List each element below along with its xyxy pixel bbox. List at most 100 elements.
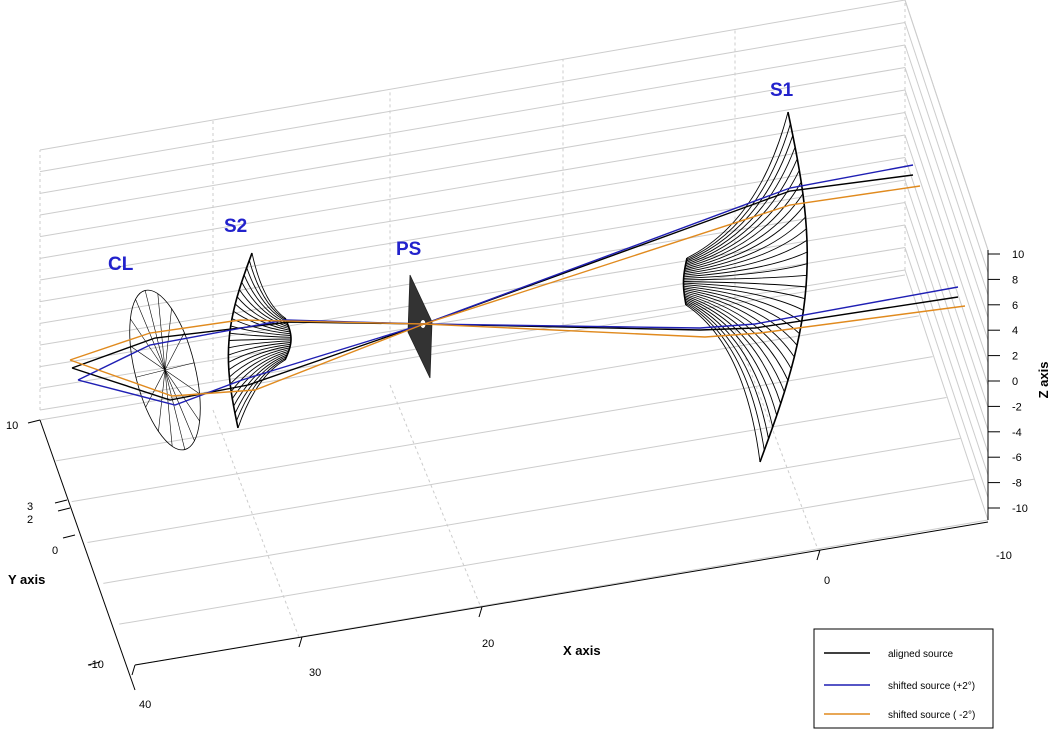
grid-line-side-h (904, 44, 989, 296)
grid-line-side-h (904, 134, 989, 386)
s1-rib (683, 292, 792, 369)
legend-label-aligned: aligned source (888, 649, 953, 660)
grid-line-floor-v (212, 409, 301, 641)
legend: aligned source shifted source (+2°) shif… (813, 628, 994, 729)
beam-shifted-minus (69, 319, 425, 397)
beam-paths (69, 164, 966, 406)
legend-label-shifted-plus: shifted source (+2°) (888, 681, 975, 692)
s2-rib (246, 267, 287, 322)
x-tick-label-20: 20 (482, 638, 494, 650)
s1-rib (684, 205, 805, 271)
z-tick-label: -2 (1012, 401, 1022, 413)
z-tick-label: 0 (1012, 376, 1018, 388)
z-tick-label: -8 (1012, 478, 1022, 490)
z-tick-labels: 10 8 6 4 2 0 -2 -4 -6 -8 -10 (1012, 249, 1028, 515)
grid-line-side-h (904, 112, 989, 363)
s1-rib (683, 263, 808, 279)
s2-outer-edge (227, 252, 253, 429)
axes-frame (39, 250, 989, 691)
s1-rib (684, 181, 802, 268)
cl-lens-spoke (144, 290, 166, 371)
x-tick-label-0: 0 (824, 575, 830, 587)
grid-line-back-h (39, 44, 906, 194)
y-tick (57, 507, 71, 512)
s1-rib (686, 135, 794, 262)
legend-box (813, 628, 994, 729)
z-axis-title: Z axis (1036, 362, 1051, 399)
s2-rib (228, 343, 291, 363)
s2-rib (230, 350, 289, 392)
s1-rib (683, 290, 795, 358)
grid-line-back-h (39, 0, 906, 151)
grid-line-back-h (39, 202, 906, 346)
y-tick-label-minus10: -10 (88, 659, 104, 671)
s2-rib (238, 289, 289, 328)
s1-rib (686, 123, 791, 261)
s1-outer-edge (759, 111, 809, 463)
s2-rib (234, 356, 287, 414)
s2-rib (237, 359, 286, 429)
grid-line-floor-h (55, 315, 919, 462)
beam-aligned (423, 174, 959, 331)
grid-line-side-edge (904, 0, 989, 251)
cl-lens-spoke (164, 332, 185, 371)
s1-rib (683, 274, 807, 281)
label-cl: CL (108, 254, 134, 275)
s1-rib (683, 285, 802, 323)
cl-lens-spoke (130, 346, 166, 371)
s1-inner-edge (682, 257, 688, 306)
s1-rib (683, 281, 807, 288)
y-tick-label-3: 3 (27, 501, 33, 513)
s1-rib (685, 301, 769, 439)
s2-rib (236, 296, 290, 329)
s1-rib (684, 298, 778, 416)
grid-line-floor-h (119, 478, 975, 625)
grid-line-floor-h (103, 437, 961, 584)
grid-line-back-h (39, 89, 906, 238)
s1-rib (684, 293, 789, 381)
grid-line-side-h (904, 269, 989, 521)
cl-lens-spoke (164, 369, 195, 441)
tick-marks (27, 253, 1000, 676)
ps-plate (407, 274, 433, 379)
y-tick (54, 499, 68, 504)
s1-rib (683, 287, 800, 335)
s1-rib (683, 284, 804, 311)
grid-line-back-h (39, 247, 906, 389)
y-tick-labels: 10 3 2 0 -10 (6, 420, 104, 671)
corner-tick-label: -10 (996, 550, 1012, 562)
x-axis-line (134, 521, 989, 666)
grid-line-back-h (39, 269, 906, 411)
grid-line-floor-v (389, 384, 483, 611)
grid-line-floor-h (87, 397, 947, 543)
s2-rib (228, 342, 291, 356)
s1-mirror (682, 111, 809, 463)
grid-line-back-h (39, 134, 906, 281)
y-tick (27, 419, 41, 424)
grid-line-side-h (904, 179, 989, 431)
cl-lens-spoke (164, 369, 200, 394)
grid-line-back-h (39, 22, 906, 173)
cl-lens-spoke (130, 318, 166, 371)
y-tick-label-10: 10 (6, 420, 18, 432)
z-tick-label: -6 (1012, 452, 1022, 464)
s2-rib (231, 352, 289, 400)
cl-lens-spoke (164, 362, 195, 371)
s1-rib (684, 295, 785, 393)
s2-rib (229, 349, 290, 385)
label-s2: S2 (224, 216, 247, 237)
x-tick (298, 636, 303, 648)
x-tick-labels: 40 30 20 0 (139, 575, 830, 711)
x-tick (478, 606, 483, 618)
cl-lens-spoke (135, 299, 166, 371)
s1-rib (685, 303, 765, 451)
s2-rib (229, 332, 291, 338)
s2-mirror (227, 252, 292, 429)
s1-rib (684, 228, 807, 275)
grid-line-side-h (904, 247, 989, 498)
z-tick-label: -10 (1012, 503, 1028, 515)
s1-rib (683, 251, 808, 278)
beam-shifted-minus (423, 185, 966, 338)
grid-line-back-h (39, 112, 906, 259)
z-tick-label: -4 (1012, 427, 1022, 439)
